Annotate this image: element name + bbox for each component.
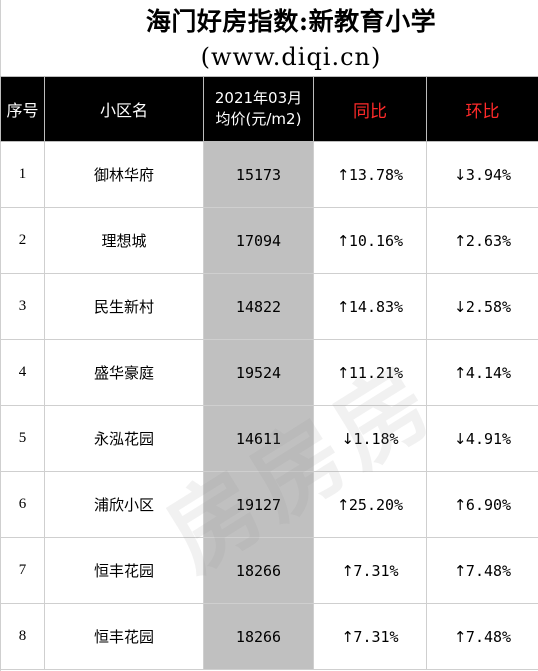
arrow-down-icon: ↓ [453, 429, 467, 448]
header-mom[interactable]: 环比 [426, 76, 538, 142]
page-subtitle: (www.diqi.cn) [200, 43, 382, 71]
row-yoy-value: 13.78% [348, 165, 404, 184]
row-index[interactable]: 7 [0, 537, 45, 604]
row-yoy-value: 11.21% [348, 363, 404, 382]
row-index[interactable]: 8 [0, 603, 45, 670]
row-price[interactable]: 19524 [203, 339, 314, 406]
row-mom[interactable]: ↓4.91% [426, 405, 538, 472]
header-name[interactable]: 小区名 [44, 76, 204, 142]
row-mom[interactable]: ↓3.94% [426, 141, 538, 208]
row-yoy-value: 1.18% [353, 429, 399, 448]
row-name[interactable]: 民生新村 [44, 273, 204, 340]
row-price[interactable]: 15173 [203, 141, 314, 208]
row-yoy-value: 25.20% [348, 495, 404, 514]
arrow-up-icon: ↑ [336, 495, 350, 514]
arrow-up-icon: ↑ [336, 363, 350, 382]
header-yoy[interactable]: 同比 [313, 76, 427, 142]
table-row: 6 浦欣小区 19127 ↑25.20% ↑6.90% [0, 471, 538, 538]
row-yoy-value: 10.16% [348, 231, 404, 250]
row-price[interactable]: 18266 [203, 537, 314, 604]
row-mom[interactable]: ↑7.48% [426, 537, 538, 604]
row-mom[interactable]: ↑7.48% [426, 603, 538, 670]
table-row: 5 永泓花园 14611 ↓1.18% ↓4.91% [0, 405, 538, 472]
row-mom-value: 2.63% [465, 231, 512, 250]
row-mom-value: 7.48% [465, 561, 512, 580]
table-row: 8 恒丰花园 18266 ↑7.31% ↑7.48% [0, 603, 538, 670]
arrow-down-icon: ↓ [453, 297, 467, 316]
row-yoy[interactable]: ↑14.83% [313, 273, 427, 340]
header-price[interactable]: 2021年03月 均价(元/m2) [203, 76, 314, 142]
row-name[interactable]: 永泓花园 [44, 405, 204, 472]
row-index[interactable]: 5 [0, 405, 45, 472]
price-table: 序号 小区名 2021年03月 均价(元/m2) 同比 环比 1 御林华府 1517… [0, 76, 538, 670]
row-mom-value: 2.58% [465, 297, 512, 316]
arrow-up-icon: ↑ [341, 627, 354, 646]
table-row: 1 御林华府 15173 ↑13.78% ↓3.94% [0, 141, 538, 208]
row-yoy[interactable]: ↑11.21% [313, 339, 427, 406]
row-mom-value: 3.94% [465, 165, 512, 184]
row-name[interactable]: 恒丰花园 [44, 537, 204, 604]
header-price-line2: 均价(元/m2) [215, 110, 302, 128]
arrow-up-icon: ↑ [336, 231, 350, 250]
arrow-up-icon: ↑ [453, 231, 467, 250]
row-yoy[interactable]: ↑25.20% [313, 471, 427, 538]
row-yoy[interactable]: ↑10.16% [313, 207, 427, 274]
title-block: 海门好房指数:新教育小学 (www.diqi.cn) [44, 0, 538, 76]
arrow-up-icon: ↑ [453, 495, 467, 514]
row-mom-value: 7.48% [465, 627, 512, 646]
row-mom[interactable]: ↑6.90% [426, 471, 538, 538]
arrow-up-icon: ↑ [336, 165, 350, 184]
row-mom-value: 6.90% [465, 495, 512, 514]
row-name[interactable]: 理想城 [44, 207, 204, 274]
arrow-up-icon: ↑ [341, 561, 354, 580]
row-name[interactable]: 御林华府 [44, 141, 204, 208]
header-index[interactable]: 序号 [0, 76, 45, 142]
row-mom[interactable]: ↑4.14% [426, 339, 538, 406]
table-row: 3 民生新村 14822 ↑14.83% ↓2.58% [0, 273, 538, 340]
row-index[interactable]: 6 [0, 471, 45, 538]
row-index[interactable]: 4 [0, 339, 45, 406]
arrow-up-icon: ↑ [453, 363, 467, 382]
arrow-up-icon: ↑ [336, 297, 350, 316]
row-price[interactable]: 18266 [203, 603, 314, 670]
row-price[interactable]: 19127 [203, 471, 314, 538]
table-row: 4 盛华豪庭 19524 ↑11.21% ↑4.14% [0, 339, 538, 406]
row-mom[interactable]: ↑2.63% [426, 207, 538, 274]
row-yoy[interactable]: ↑7.31% [313, 537, 427, 604]
row-name[interactable]: 浦欣小区 [44, 471, 204, 538]
header-price-line1: 2021年03月 [214, 89, 303, 107]
row-mom[interactable]: ↓2.58% [426, 273, 538, 340]
table-row: 7 恒丰花园 18266 ↑7.31% ↑7.48% [0, 537, 538, 604]
row-name[interactable]: 恒丰花园 [44, 603, 204, 670]
row-yoy-value: 7.31% [353, 561, 399, 580]
row-price[interactable]: 17094 [203, 207, 314, 274]
row-index[interactable]: 3 [0, 273, 45, 340]
page-title: 海门好房指数:新教育小学 [145, 7, 437, 36]
row-yoy-value: 14.83% [348, 297, 404, 316]
row-price[interactable]: 14611 [203, 405, 314, 472]
row-index[interactable]: 1 [0, 141, 45, 208]
arrow-down-icon: ↓ [453, 165, 467, 184]
row-name[interactable]: 盛华豪庭 [44, 339, 204, 406]
row-yoy[interactable]: ↓1.18% [313, 405, 427, 472]
row-yoy[interactable]: ↑13.78% [313, 141, 427, 208]
arrow-down-icon: ↓ [341, 429, 354, 448]
table-header-row: 序号 小区名 2021年03月 均价(元/m2) 同比 环比 [0, 76, 538, 142]
arrow-up-icon: ↑ [453, 627, 467, 646]
row-price[interactable]: 14822 [203, 273, 314, 340]
row-index[interactable]: 2 [0, 207, 45, 274]
row-yoy[interactable]: ↑7.31% [313, 603, 427, 670]
arrow-up-icon: ↑ [453, 561, 467, 580]
table-row: 2 理想城 17094 ↑10.16% ↑2.63% [0, 207, 538, 274]
row-mom-value: 4.91% [465, 429, 512, 448]
row-mom-value: 4.14% [465, 363, 512, 382]
row-yoy-value: 7.31% [353, 627, 399, 646]
